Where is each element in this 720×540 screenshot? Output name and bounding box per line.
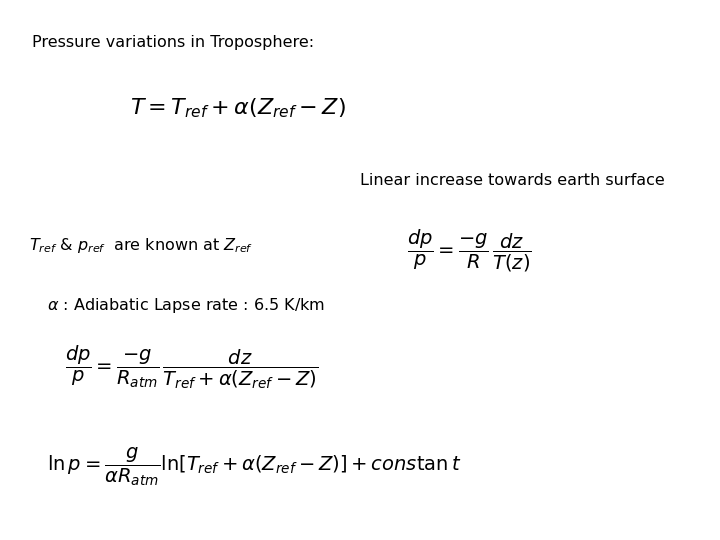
Text: $T_{ref}$ & $p_{ref}$  are known at $Z_{ref}$: $T_{ref}$ & $p_{ref}$ are known at $Z_{r… <box>29 236 253 255</box>
Text: $\alpha$ : Adiabatic Lapse rate : 6.5 K/km: $\alpha$ : Adiabatic Lapse rate : 6.5 K/… <box>47 295 325 315</box>
Text: $\ln p = \dfrac{g}{\alpha R_{atm}} \ln\!\left[T_{ref} + \alpha(Z_{ref} - Z)\righ: $\ln p = \dfrac{g}{\alpha R_{atm}} \ln\!… <box>47 446 462 488</box>
Text: Linear increase towards earth surface: Linear increase towards earth surface <box>360 173 665 188</box>
Text: Pressure variations in Troposphere:: Pressure variations in Troposphere: <box>32 35 315 50</box>
Text: $\dfrac{dp}{p} = \dfrac{-g}{R_{atm}}\,\dfrac{dz}{T_{ref} + \alpha(Z_{ref} - Z)}$: $\dfrac{dp}{p} = \dfrac{-g}{R_{atm}}\,\d… <box>65 343 318 391</box>
Text: $T = T_{ref} + \alpha(Z_{ref} - Z)$: $T = T_{ref} + \alpha(Z_{ref} - Z)$ <box>130 96 346 120</box>
Text: $\dfrac{dp}{p} = \dfrac{-g}{R}\,\dfrac{dz}{T(z)}$: $\dfrac{dp}{p} = \dfrac{-g}{R}\,\dfrac{d… <box>407 228 531 274</box>
